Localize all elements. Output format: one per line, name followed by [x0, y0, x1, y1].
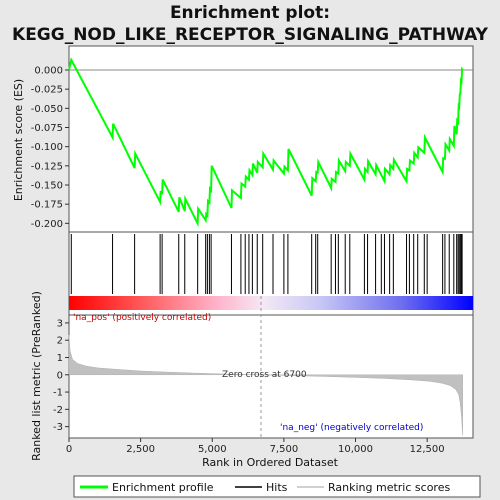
es-y-tick-label: -0.200 — [31, 219, 63, 230]
enrichment-profile-line — [68, 57, 464, 228]
metric-y-tick-label: -1 — [53, 388, 63, 399]
x-tick-label: 12,500 — [410, 444, 445, 455]
es-y-tick-label: -0.175 — [31, 200, 63, 211]
es-y-tick-label: -0.050 — [31, 104, 63, 115]
metric-y-tick-label: 1 — [57, 353, 63, 364]
legend-label-hits: Hits — [266, 481, 288, 494]
es-y-tick-label: -0.125 — [31, 161, 63, 172]
pos-correlated-label: 'na_pos' (positively correlated) — [73, 313, 211, 323]
metric-y-ticks: 3 2 1 0 -1 -2 -3 — [53, 318, 69, 433]
metric-y-tick-label: -2 — [53, 405, 63, 416]
es-y-axis-label: Enrichment score (ES) — [12, 79, 25, 201]
es-panel — [68, 45, 474, 233]
chart-title-line1: Enrichment plot: — [170, 3, 330, 23]
x-axis-label: Rank in Ordered Dataset — [202, 456, 339, 469]
x-ticks: 0 2,500 5,000 7,500 10,000 12,500 — [66, 438, 445, 455]
metric-y-tick-label: 0 — [57, 370, 63, 381]
es-y-tick-label: -0.100 — [31, 142, 63, 153]
es-y-tick-label: -0.025 — [31, 85, 63, 96]
zero-cross-label: Zero cross at 6700 — [222, 370, 307, 380]
x-tick-label: 2,500 — [126, 444, 155, 455]
es-y-ticks: 0.000 -0.025 -0.050 -0.075 -0.100 -0.125 -0.15… — [31, 66, 69, 230]
legend-label-metric: Ranking metric scores — [328, 481, 450, 494]
legend: Enrichment profile Hits Ranking metric s… — [73, 475, 481, 498]
legend-label-enrichment: Enrichment profile — [112, 481, 214, 494]
neg-correlated-label: 'na_neg' (negatively correlated) — [280, 423, 423, 433]
es-y-tick-label: -0.075 — [31, 123, 63, 134]
legend-box — [73, 475, 481, 498]
x-tick-label: 0 — [66, 444, 72, 455]
es-y-tick-label: -0.150 — [31, 181, 63, 192]
x-tick-label: 10,000 — [338, 444, 373, 455]
x-tick-label: 5,000 — [198, 444, 227, 455]
chart-title-line2: KEGG_NOD_LIKE_RECEPTOR_SIGNALING_PATHWAY — [12, 25, 489, 45]
es-y-tick-label: 0.000 — [34, 66, 63, 77]
metric-y-axis-label: Ranked list metric (PreRanked) — [30, 291, 43, 461]
hit-markers — [70, 234, 463, 294]
x-tick-label: 7,500 — [270, 444, 299, 455]
ranking-metric-area — [68, 334, 463, 436]
metric-y-tick-label: 2 — [57, 336, 63, 347]
metric-y-tick-label: 3 — [57, 318, 63, 329]
ranking-color-bar — [69, 296, 473, 310]
metric-y-tick-label: -3 — [53, 422, 63, 433]
